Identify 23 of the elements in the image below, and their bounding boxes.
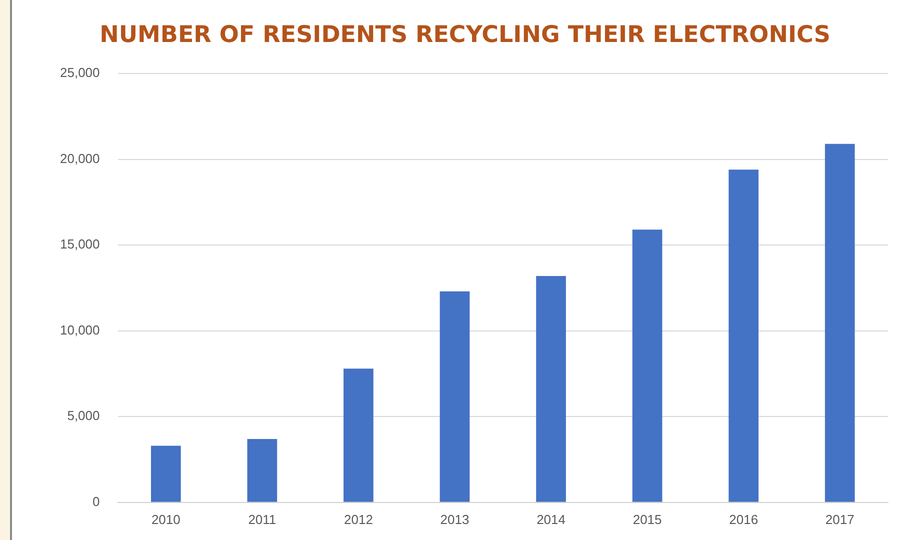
bar — [440, 291, 470, 502]
y-tick-label: 0 — [92, 494, 100, 509]
x-tick-label: 2016 — [729, 512, 758, 527]
x-tick-label: 2013 — [440, 512, 470, 527]
y-tick-label: 15,000 — [60, 236, 100, 252]
bar — [824, 144, 855, 502]
y-tick-label: 10,000 — [60, 322, 100, 338]
x-tick-label: 2011 — [248, 512, 276, 527]
x-tick-label: 2010 — [151, 512, 180, 527]
bar — [150, 446, 181, 502]
x-tick-label: 2012 — [344, 512, 373, 527]
bar — [344, 368, 374, 502]
chart-title: NUMBER OF RESIDENTS RECYCLING THEIR ELECTRONICS — [100, 22, 830, 48]
y-tick-label: 20,000 — [60, 150, 100, 166]
bar — [536, 276, 566, 502]
bar — [247, 438, 278, 502]
y-tick-label: 5,000 — [67, 408, 100, 424]
x-tick-label: 2015 — [632, 512, 662, 527]
x-tick-label: 2017 — [825, 512, 854, 527]
y-tick-label: 25,000 — [60, 65, 100, 80]
bar — [632, 230, 662, 502]
bar — [728, 170, 759, 502]
x-tick-label: 2014 — [536, 512, 566, 527]
